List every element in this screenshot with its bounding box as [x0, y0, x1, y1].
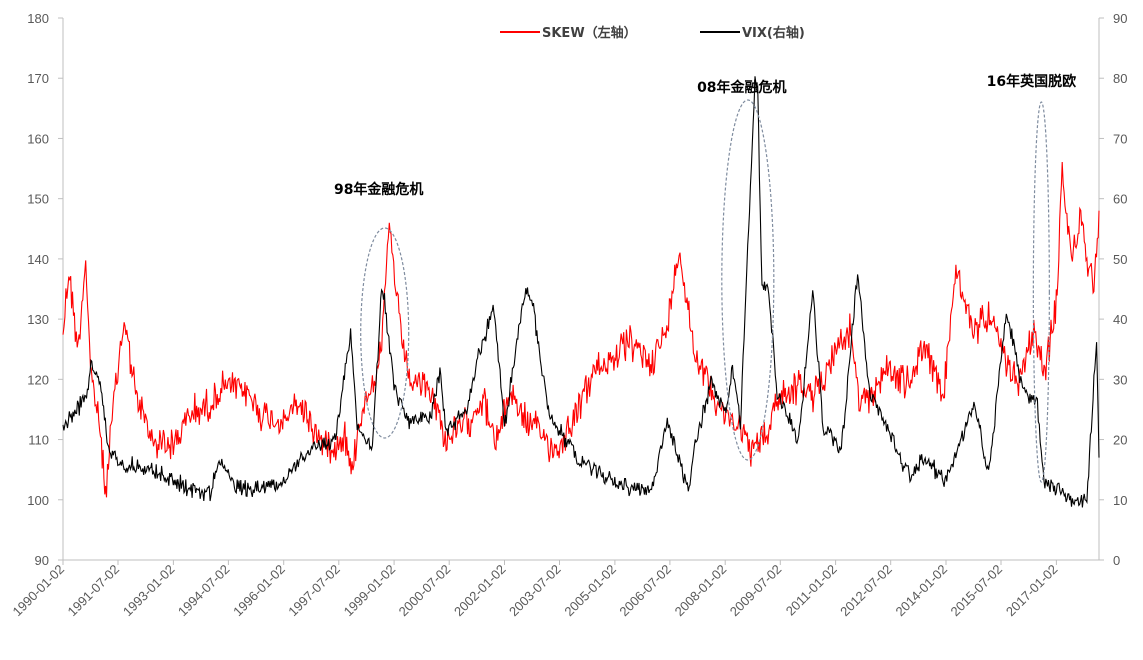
x-tick-label: 2003-07-02 [506, 562, 564, 620]
left-tick-label: 160 [27, 131, 49, 146]
left-tick-label: 120 [27, 372, 49, 387]
legend-label: SKEW（左轴） [542, 25, 637, 41]
left-tick-label: 130 [27, 312, 49, 327]
left-tick-label: 180 [27, 11, 49, 26]
left-tick-label: 90 [35, 553, 49, 568]
x-tick-label: 2009-07-02 [727, 562, 785, 620]
right-tick-label: 80 [1113, 71, 1127, 86]
x-tick-label: 2000-07-02 [396, 562, 454, 620]
x-tick-label: 1997-07-02 [285, 562, 343, 620]
event-highlight-ellipse [1032, 101, 1050, 483]
x-tick-label: 2006-07-02 [616, 562, 674, 620]
left-tick-label: 110 [28, 433, 49, 448]
right-tick-label: 30 [1113, 372, 1127, 387]
x-tick-label: 2015-07-02 [947, 562, 1005, 620]
event-highlight-ellipse [721, 99, 775, 461]
x-tick-label: 1993-01-02 [120, 562, 178, 620]
x-tick-label: 1994-07-02 [175, 562, 233, 620]
series-layer [62, 76, 1100, 508]
skew-series-line [62, 161, 1100, 498]
x-tick-label: 1990-01-02 [9, 562, 67, 620]
right-tick-label: 10 [1113, 493, 1127, 508]
left-tick-label: 140 [27, 252, 49, 267]
x-tick-label: 2008-01-02 [672, 562, 730, 620]
x-tick-label: 2017-01-02 [1003, 562, 1061, 620]
x-tick-label: 2012-07-02 [837, 562, 895, 620]
x-tick-label: 2011-01-02 [783, 562, 840, 619]
right-tick-label: 50 [1113, 252, 1127, 267]
annotation-layer: 98年金融危机 08年金融危机 16年英国脱欧 [334, 73, 1076, 198]
vix-series-line [62, 76, 1100, 508]
left-tick-label: 150 [27, 192, 49, 207]
axes-layer: 90 100 110 120 130 140 150 160 170 180 0 10 20 30 40 50… [9, 11, 1127, 619]
right-tick-label: 0 [1113, 553, 1120, 568]
event-annotation-label: 08年金融危机 [697, 79, 786, 96]
x-tick-label: 1991-07-02 [64, 562, 122, 620]
x-tick-label: 1999-01-02 [341, 562, 399, 620]
event-annotation-label: 16年英国脱欧 [987, 73, 1076, 90]
right-tick-label: 20 [1113, 433, 1127, 448]
legend: SKEW（左轴） VIX(右轴) [500, 25, 805, 41]
left-tick-label: 100 [27, 493, 49, 508]
right-tick-label: 70 [1113, 131, 1127, 146]
event-highlight-ellipse [360, 227, 410, 439]
x-tick-label: 1996-01-02 [230, 562, 288, 620]
right-tick-label: 90 [1113, 11, 1127, 26]
x-tick-label: 2005-01-02 [561, 562, 619, 620]
legend-label: VIX(右轴) [742, 25, 805, 41]
right-tick-label: 60 [1113, 192, 1127, 207]
event-annotation-label: 98年金融危机 [334, 181, 423, 198]
x-tick-label: 2002-01-02 [451, 562, 509, 620]
right-tick-label: 40 [1113, 312, 1127, 327]
highlight-ellipses [360, 99, 1050, 483]
x-tick-label: 2014-01-02 [892, 562, 950, 620]
left-tick-label: 170 [27, 71, 49, 86]
